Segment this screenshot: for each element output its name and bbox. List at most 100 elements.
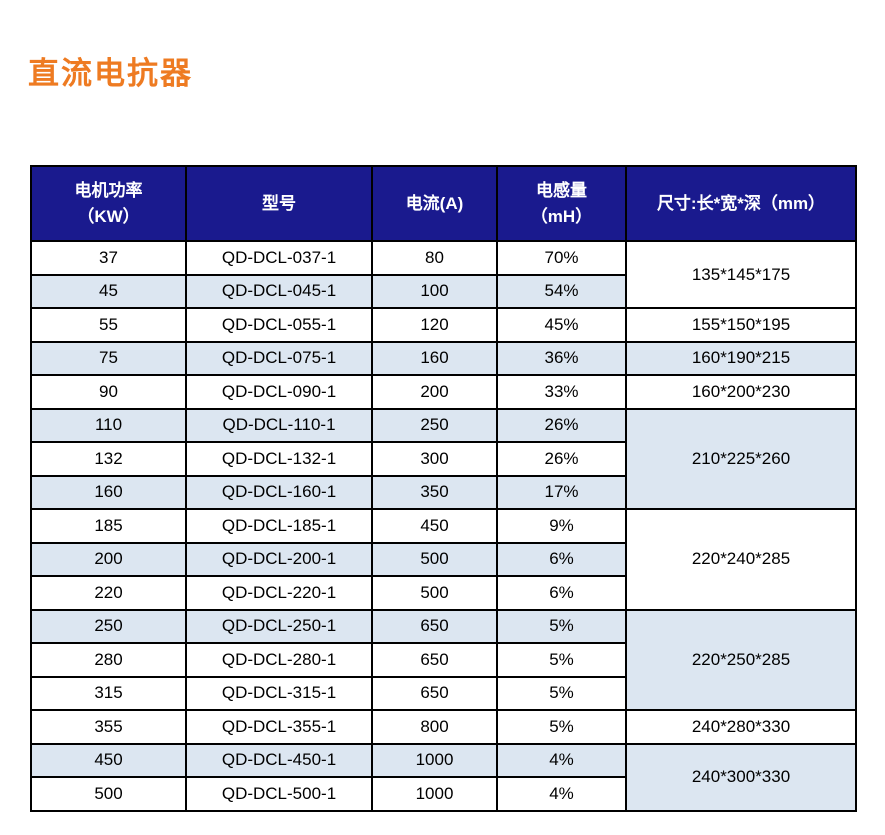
col-header-motor-power: 电机功率 （KW） (30, 165, 187, 242)
model-cell: QD-DCL-132-1 (185, 441, 373, 477)
power-cell: 450 (30, 742, 187, 778)
model-cell: QD-DCL-075-1 (185, 340, 373, 376)
table-row: 110 QD-DCL-110-1 250 26% 210*225*260 (30, 407, 857, 510)
table-row: 45 QD-DCL-045-1 100 54% (30, 273, 856, 309)
inductance-cell: 17% (496, 474, 627, 510)
table-row: 220 QD-DCL-220-1 500 6% (30, 575, 856, 611)
current-cell: 160 (371, 340, 498, 376)
current-cell: 80 (371, 240, 498, 276)
power-cell: 250 (30, 608, 187, 644)
model-cell: QD-DCL-250-1 (185, 608, 373, 644)
table-row: 132 QD-DCL-132-1 300 26% (30, 441, 856, 477)
table-row: 280 QD-DCL-280-1 650 5% (30, 642, 856, 678)
model-cell: QD-DCL-355-1 (185, 709, 373, 745)
model-cell: QD-DCL-045-1 (185, 273, 373, 309)
table-row: 500 QD-DCL-500-1 1000 4% (30, 776, 856, 812)
current-cell: 500 (371, 541, 498, 577)
model-cell: QD-DCL-200-1 (185, 541, 373, 577)
col-header-inductance: 电感量 （mH） (496, 165, 627, 242)
current-cell: 200 (371, 374, 498, 410)
power-cell: 75 (30, 340, 187, 376)
col-header-current: 电流(A) (371, 165, 498, 242)
inductance-cell: 5% (496, 709, 627, 745)
power-cell: 500 (30, 776, 187, 812)
power-cell: 160 (30, 474, 187, 510)
model-cell: QD-DCL-110-1 (185, 407, 373, 443)
dimension-cell: 220*240*285 (625, 508, 857, 611)
inductance-cell: 6% (496, 575, 627, 611)
inductance-cell: 5% (496, 675, 627, 711)
model-cell: QD-DCL-500-1 (185, 776, 373, 812)
model-cell: QD-DCL-450-1 (185, 742, 373, 778)
power-cell: 185 (30, 508, 187, 544)
current-cell: 1000 (371, 742, 498, 778)
table-row: 37 QD-DCL-037-1 80 70% 135*145*175 (30, 240, 857, 309)
current-cell: 120 (371, 307, 498, 343)
current-cell: 300 (371, 441, 498, 477)
current-cell: 350 (371, 474, 498, 510)
current-cell: 800 (371, 709, 498, 745)
model-cell: QD-DCL-185-1 (185, 508, 373, 544)
current-cell: 100 (371, 273, 498, 309)
power-cell: 315 (30, 675, 187, 711)
table-row: 185 QD-DCL-185-1 450 9% 220*240*285 (30, 508, 857, 611)
power-cell: 220 (30, 575, 187, 611)
power-cell: 110 (30, 407, 187, 443)
current-cell: 650 (371, 642, 498, 678)
current-cell: 500 (371, 575, 498, 611)
inductance-cell: 26% (496, 441, 627, 477)
table-row: 75 QD-DCL-075-1 160 36% 160*190*215 (30, 340, 857, 376)
table-row: 55 QD-DCL-055-1 120 45% 155*150*195 (30, 307, 857, 343)
table-row: 160 QD-DCL-160-1 350 17% (30, 474, 856, 510)
table-row: 90 QD-DCL-090-1 200 33% 160*200*230 (30, 374, 857, 410)
power-cell: 200 (30, 541, 187, 577)
table-header: 电机功率 （KW） 型号 电流(A) 电感量 （mH） 尺寸:长*宽*深（mm） (30, 165, 857, 242)
table-row: 355 QD-DCL-355-1 800 5% 240*280*330 (30, 709, 857, 745)
table-row: 250 QD-DCL-250-1 650 5% 220*250*285 (30, 608, 857, 711)
power-cell: 37 (30, 240, 187, 276)
inductance-cell: 4% (496, 776, 627, 812)
power-cell: 355 (30, 709, 187, 745)
dimension-cell: 240*280*330 (625, 709, 857, 745)
current-cell: 650 (371, 608, 498, 644)
inductance-cell: 70% (496, 240, 627, 276)
inductance-cell: 9% (496, 508, 627, 544)
model-cell: QD-DCL-280-1 (185, 642, 373, 678)
model-cell: QD-DCL-315-1 (185, 675, 373, 711)
table-row: 450 QD-DCL-450-1 1000 4% 240*300*330 (30, 742, 857, 812)
reactor-table-body: 37 QD-DCL-037-1 80 70% 135*145*175 45 QD-DCL-0… (30, 240, 857, 812)
dimension-cell: 155*150*195 (625, 307, 857, 343)
inductance-cell: 33% (496, 374, 627, 410)
current-cell: 450 (371, 508, 498, 544)
model-cell: QD-DCL-160-1 (185, 474, 373, 510)
col-header-model: 型号 (185, 165, 373, 242)
model-cell: QD-DCL-090-1 (185, 374, 373, 410)
dimension-cell: 220*250*285 (625, 608, 857, 711)
dimension-cell: 135*145*175 (625, 240, 857, 309)
col-header-dimensions: 尺寸:长*宽*深（mm） (625, 165, 857, 242)
power-cell: 132 (30, 441, 187, 477)
inductance-cell: 45% (496, 307, 627, 343)
power-cell: 45 (30, 273, 187, 309)
dimension-cell: 240*300*330 (625, 742, 857, 812)
inductance-cell: 26% (496, 407, 627, 443)
table-row: 200 QD-DCL-200-1 500 6% (30, 541, 856, 577)
inductance-cell: 36% (496, 340, 627, 376)
current-cell: 1000 (371, 776, 498, 812)
model-cell: QD-DCL-055-1 (185, 307, 373, 343)
page-title: 直流电抗器 (28, 56, 193, 91)
inductance-cell: 5% (496, 642, 627, 678)
dimension-cell: 160*200*230 (625, 374, 857, 410)
inductance-cell: 5% (496, 608, 627, 644)
power-cell: 90 (30, 374, 187, 410)
inductance-cell: 4% (496, 742, 627, 778)
current-cell: 650 (371, 675, 498, 711)
power-cell: 280 (30, 642, 187, 678)
header-row: 电机功率 （KW） 型号 电流(A) 电感量 （mH） 尺寸:长*宽*深（mm） (30, 165, 857, 242)
model-cell: QD-DCL-037-1 (185, 240, 373, 276)
inductance-cell: 6% (496, 541, 627, 577)
model-cell: QD-DCL-220-1 (185, 575, 373, 611)
power-cell: 55 (30, 307, 187, 343)
dc-reactor-spec-table: 电机功率 （KW） 型号 电流(A) 电感量 （mH） 尺寸:长*宽*深（mm）… (30, 165, 857, 812)
